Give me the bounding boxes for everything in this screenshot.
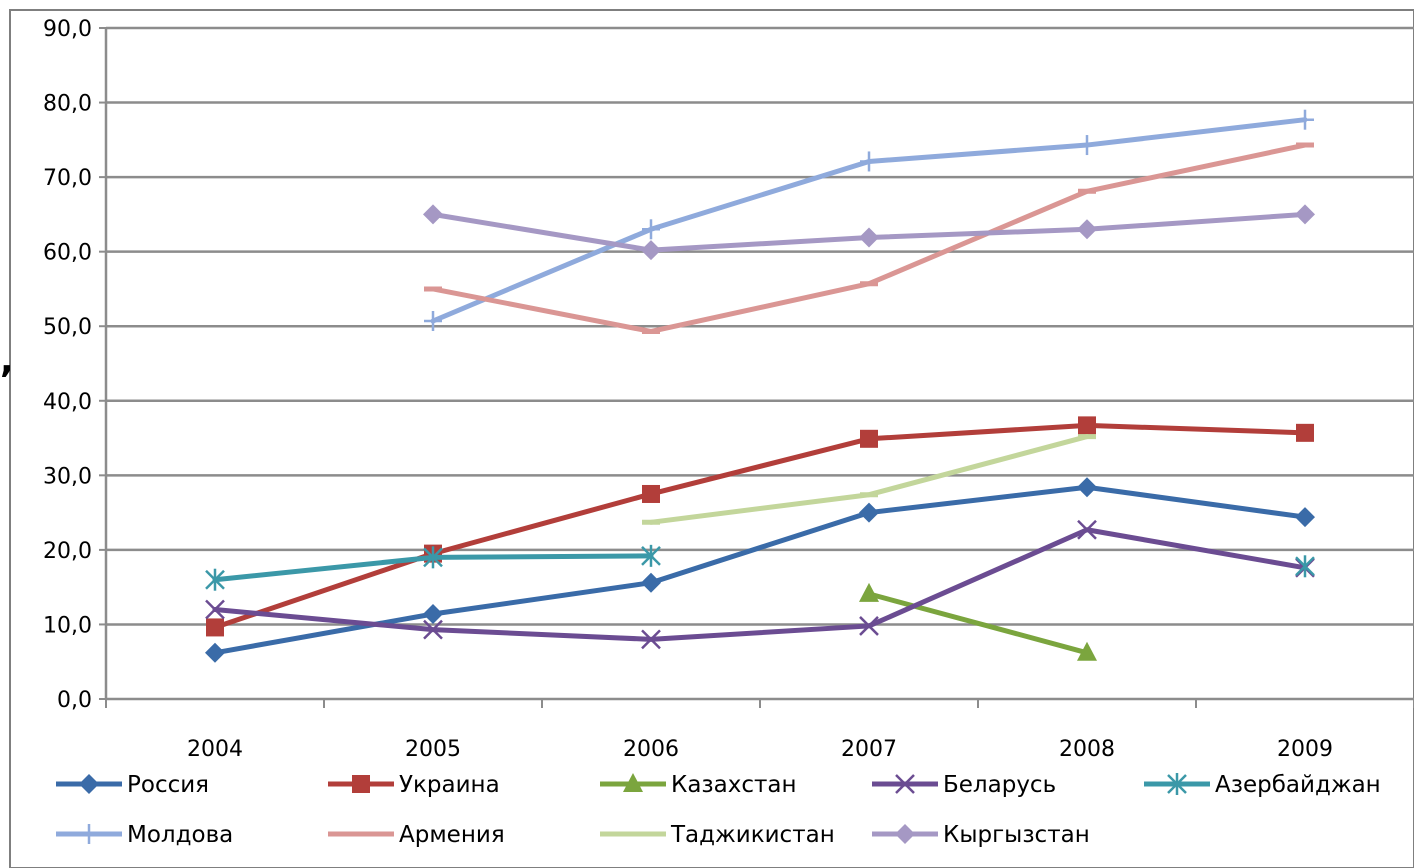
data-point [641, 544, 661, 567]
axes [99, 27, 1414, 708]
data-point [1077, 519, 1097, 540]
data-point [205, 642, 225, 663]
data-point [1296, 423, 1314, 442]
series-5 [205, 544, 1315, 591]
y-tick-label: 90,0 [43, 17, 92, 42]
legend-label: Азербайджан [1215, 772, 1381, 798]
y-tick-label: 60,0 [43, 241, 92, 266]
series-group [205, 109, 1315, 663]
data-point [860, 151, 878, 172]
series-line [430, 117, 1308, 324]
legend-item: Таджикистан [600, 822, 835, 848]
data-point [642, 484, 660, 503]
legend-item: Кыргызстан [872, 822, 1090, 848]
series-7 [424, 142, 1314, 334]
data-point [859, 227, 879, 248]
y-tick-label: 10,0 [43, 613, 92, 638]
legend-swatch-marker [623, 773, 643, 792]
data-point [860, 429, 878, 448]
x-tick-label: 2007 [841, 737, 897, 762]
legend-swatch-marker [1167, 773, 1187, 795]
legend-swatch-marker [895, 774, 915, 794]
x-tick-label: 2004 [187, 737, 243, 762]
series-line [866, 591, 1090, 656]
y-tick-label: 40,0 [43, 390, 92, 415]
legend: Россия Украина Казахстан Беларусь Азербайджа… [56, 772, 1381, 848]
series-4 [205, 519, 1315, 650]
legend-item: Беларусь [872, 772, 1056, 798]
x-tick-label: 2005 [405, 737, 461, 762]
data-point [859, 502, 879, 523]
data-point [1295, 204, 1315, 225]
data-point [859, 582, 879, 602]
y-tick-label: 50,0 [43, 315, 92, 340]
series-2 [206, 416, 1314, 637]
y-tick-label: 30,0 [43, 464, 92, 489]
data-point [205, 568, 225, 591]
data-point [642, 219, 660, 240]
y-tick-label: 70,0 [43, 166, 92, 191]
legend-item: Украина [328, 772, 500, 798]
x-tick-label: 2006 [623, 737, 679, 762]
data-point [1077, 641, 1097, 661]
legend-item: Россия [56, 772, 209, 798]
legend-label: Казахстан [671, 772, 797, 798]
legend-label: Кыргызстан [943, 822, 1090, 848]
data-point [206, 618, 224, 637]
legend-label: Молдова [127, 822, 233, 848]
series-line [212, 484, 1308, 656]
legend-swatch-marker [895, 824, 915, 844]
legend-label: Украина [399, 772, 500, 798]
data-point [1296, 109, 1314, 130]
data-point [424, 311, 442, 332]
x-tick-label: 2009 [1277, 737, 1333, 762]
data-point [423, 619, 443, 640]
data-point [859, 616, 879, 636]
legend-label: Таджикистан [670, 822, 835, 848]
legend-item: Казахстан [600, 772, 797, 798]
y-tick-label: 80,0 [43, 92, 92, 117]
left-edge-mark: , [0, 340, 14, 381]
tick-labels: 0,0 10,0 20,0 30,0 40,0 50,0 60,0 70,0 80,0 90,0 2… [43, 17, 1333, 762]
data-point [1078, 135, 1096, 156]
legend-swatch-marker [79, 774, 99, 794]
legend-item: Армения [328, 822, 505, 848]
series-6 [424, 109, 1314, 332]
y-tick-label: 0,0 [57, 688, 92, 713]
data-point [641, 240, 661, 261]
legend-swatch-marker [352, 775, 370, 793]
data-point [1295, 507, 1315, 528]
outer-border [9, 9, 1414, 868]
data-point [423, 546, 443, 569]
data-point [423, 204, 443, 225]
series-8 [642, 434, 1096, 525]
data-point [641, 572, 661, 593]
legend-label: Беларусь [943, 772, 1056, 798]
legend-label: Армения [399, 822, 505, 848]
y-tick-label: 20,0 [43, 539, 92, 564]
series-9 [423, 204, 1315, 261]
x-tick-label: 2008 [1059, 737, 1115, 762]
series-3 [859, 582, 1097, 661]
data-point [1077, 219, 1097, 240]
data-point [423, 604, 443, 625]
legend-item: Азербайджан [1144, 772, 1381, 798]
data-point [205, 599, 225, 620]
series-line [212, 422, 1308, 630]
legend-swatch-marker [80, 824, 98, 844]
gridlines [106, 26, 1414, 626]
data-point [1077, 477, 1097, 498]
series-line [212, 527, 1308, 642]
data-point [1078, 416, 1096, 435]
series-1 [205, 477, 1315, 663]
legend-label: Россия [127, 772, 209, 798]
data-point [1295, 555, 1315, 578]
legend-item: Молдова [56, 822, 233, 848]
data-point [641, 629, 661, 650]
